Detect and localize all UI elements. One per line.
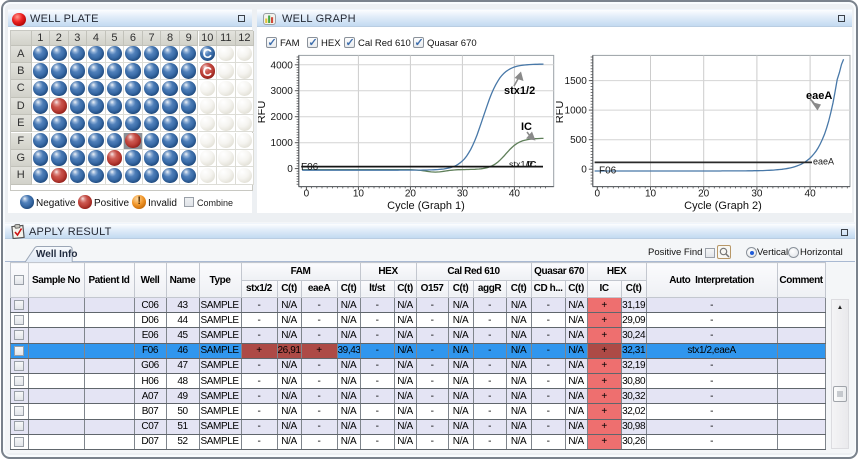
svg-text:30: 30 — [751, 189, 763, 200]
svg-text:2000: 2000 — [271, 112, 294, 123]
svg-text:40: 40 — [509, 189, 521, 200]
svg-text:1500: 1500 — [565, 76, 588, 87]
svg-text:10: 10 — [353, 189, 365, 200]
svg-text:30: 30 — [457, 189, 469, 200]
svg-text:1000: 1000 — [271, 138, 294, 149]
svg-text:0: 0 — [287, 164, 293, 175]
svg-text:IC: IC — [521, 121, 532, 133]
svg-text:0: 0 — [595, 189, 601, 200]
svg-text:RFU: RFU — [258, 101, 268, 124]
svg-text:eaeA: eaeA — [813, 157, 834, 167]
svg-text:Cycle (Graph 1): Cycle (Graph 1) — [387, 200, 465, 212]
svg-text:Cycle (Graph 2): Cycle (Graph 2) — [684, 200, 762, 212]
svg-text:stx1/2: stx1/2 — [504, 85, 535, 97]
svg-text:20: 20 — [698, 189, 710, 200]
svg-text:F06: F06 — [599, 166, 617, 177]
svg-text:3000: 3000 — [271, 86, 294, 97]
svg-text:4000: 4000 — [271, 60, 294, 71]
svg-text:IC: IC — [527, 160, 537, 171]
svg-text:RFU: RFU — [556, 101, 566, 124]
svg-text:F06: F06 — [301, 162, 319, 173]
svg-text:40: 40 — [805, 189, 817, 200]
svg-text:10: 10 — [645, 189, 657, 200]
svg-text:20: 20 — [405, 189, 417, 200]
svg-text:1000: 1000 — [565, 106, 588, 117]
svg-text:500: 500 — [570, 135, 587, 146]
svg-text:stx1/2: stx1/2 — [509, 160, 533, 170]
svg-text:0: 0 — [304, 189, 310, 200]
svg-text:eaeA: eaeA — [806, 90, 832, 102]
svg-text:0: 0 — [581, 165, 587, 176]
